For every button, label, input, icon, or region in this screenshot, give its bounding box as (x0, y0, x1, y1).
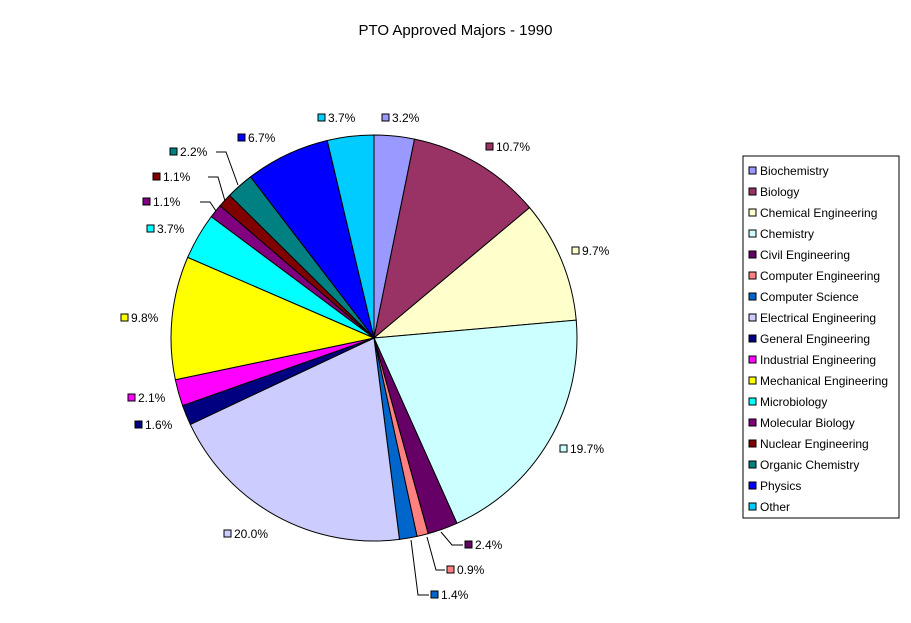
data-label: 0.9% (457, 563, 485, 577)
data-label-swatch (127, 393, 136, 402)
legend-entry: Civil Engineering (760, 248, 850, 262)
data-label: 2.4% (475, 538, 503, 552)
data-label-swatch (464, 540, 473, 549)
legend-swatch (748, 355, 757, 364)
chart-title: PTO Approved Majors - 1990 (358, 22, 553, 39)
leader-line (426, 536, 445, 571)
data-label-swatch (223, 529, 232, 538)
data-label-swatch (430, 590, 439, 599)
legend-swatch (748, 166, 757, 175)
data-label: 1.4% (441, 588, 469, 602)
legend-swatch (748, 439, 757, 448)
pie-slices (170, 134, 578, 542)
data-label: 3.7% (157, 222, 185, 236)
legend-swatch (748, 481, 757, 490)
legend-entry: Biochemistry (760, 164, 829, 178)
data-label: 2.1% (138, 391, 166, 405)
data-label: 19.7% (570, 442, 604, 456)
pie-slice-chemical-engineering (372, 206, 577, 339)
data-label-swatch (446, 565, 455, 574)
data-label: 1.6% (145, 418, 173, 432)
data-label: 6.7% (248, 131, 276, 145)
legend-entry: Chemistry (760, 227, 814, 241)
legend-entry: Organic Chemistry (760, 458, 859, 472)
leader-lines (200, 151, 463, 596)
data-label: 9.7% (582, 244, 610, 258)
legend-entry: Electrical Engineering (760, 311, 876, 325)
leader-line (410, 539, 429, 596)
legend-entry: Chemical Engineering (760, 206, 877, 220)
pie-slice-electrical-engineering (189, 337, 400, 542)
legend-box (742, 155, 900, 519)
legend-swatch (748, 376, 757, 385)
legend-entry: Computer Science (760, 290, 859, 304)
data-label: 1.1% (153, 195, 181, 209)
data-label-swatch (134, 420, 143, 429)
data-label: 10.7% (496, 140, 530, 154)
pie-slice-chemistry (373, 319, 578, 524)
data-label: 1.1% (163, 170, 191, 184)
data-label-swatch (169, 147, 178, 156)
legend-entry: Physics (760, 479, 801, 493)
legend-swatch (748, 229, 757, 238)
data-label-swatch (485, 142, 494, 151)
data-label: 3.2% (392, 111, 420, 125)
legend-entry: Computer Engineering (760, 269, 880, 283)
legend-swatch (748, 250, 757, 259)
data-label-swatch (381, 113, 390, 122)
legend-entry: Mechanical Engineering (760, 374, 888, 388)
legend-entry: Industrial Engineering (760, 353, 876, 367)
leader-line (216, 151, 239, 186)
data-label: 9.8% (131, 311, 159, 325)
data-label-swatch (317, 113, 326, 122)
legend-swatch (748, 418, 757, 427)
leader-line (208, 176, 226, 202)
data-label-swatch (237, 133, 246, 142)
legend-swatch (748, 334, 757, 343)
data-label-swatch (120, 313, 129, 322)
leader-line (440, 531, 463, 546)
data-label-swatch (142, 197, 151, 206)
pie-slice-biology (373, 138, 531, 340)
legend-entry: Molecular Biology (760, 416, 855, 430)
legend: Biochemistry Biology Chemical Engineering C… (742, 155, 900, 519)
leader-line (200, 201, 217, 212)
data-label-swatch (152, 172, 161, 181)
legend-swatch (748, 502, 757, 511)
legend-entry: Microbiology (760, 395, 827, 409)
legend-swatch (748, 271, 757, 280)
data-label: 3.7% (328, 111, 356, 125)
data-label: 2.2% (180, 145, 208, 159)
legend-entry: Biology (760, 185, 799, 199)
data-labels: 3.2% 10.7% 9.7% 19.7% 2.4% 0.9% 1.4% 20.0% 1.6% 2… (120, 111, 610, 602)
legend-swatch (748, 313, 757, 322)
data-label-swatch (571, 246, 580, 255)
legend-entry: General Engineering (760, 332, 870, 346)
data-label-swatch (559, 444, 568, 453)
pie-slice-mechanical-engineering (170, 256, 376, 381)
legend-swatch (748, 292, 757, 301)
pie-slice-other (326, 134, 375, 339)
legend-swatch (748, 187, 757, 196)
data-label: 20.0% (234, 527, 268, 541)
legend-entry: Other (760, 500, 790, 514)
legend-swatch (748, 460, 757, 469)
legend-swatch (748, 397, 757, 406)
legend-entry: Nuclear Engineering (760, 437, 869, 451)
legend-swatch (748, 208, 757, 217)
data-label-swatch (146, 224, 155, 233)
